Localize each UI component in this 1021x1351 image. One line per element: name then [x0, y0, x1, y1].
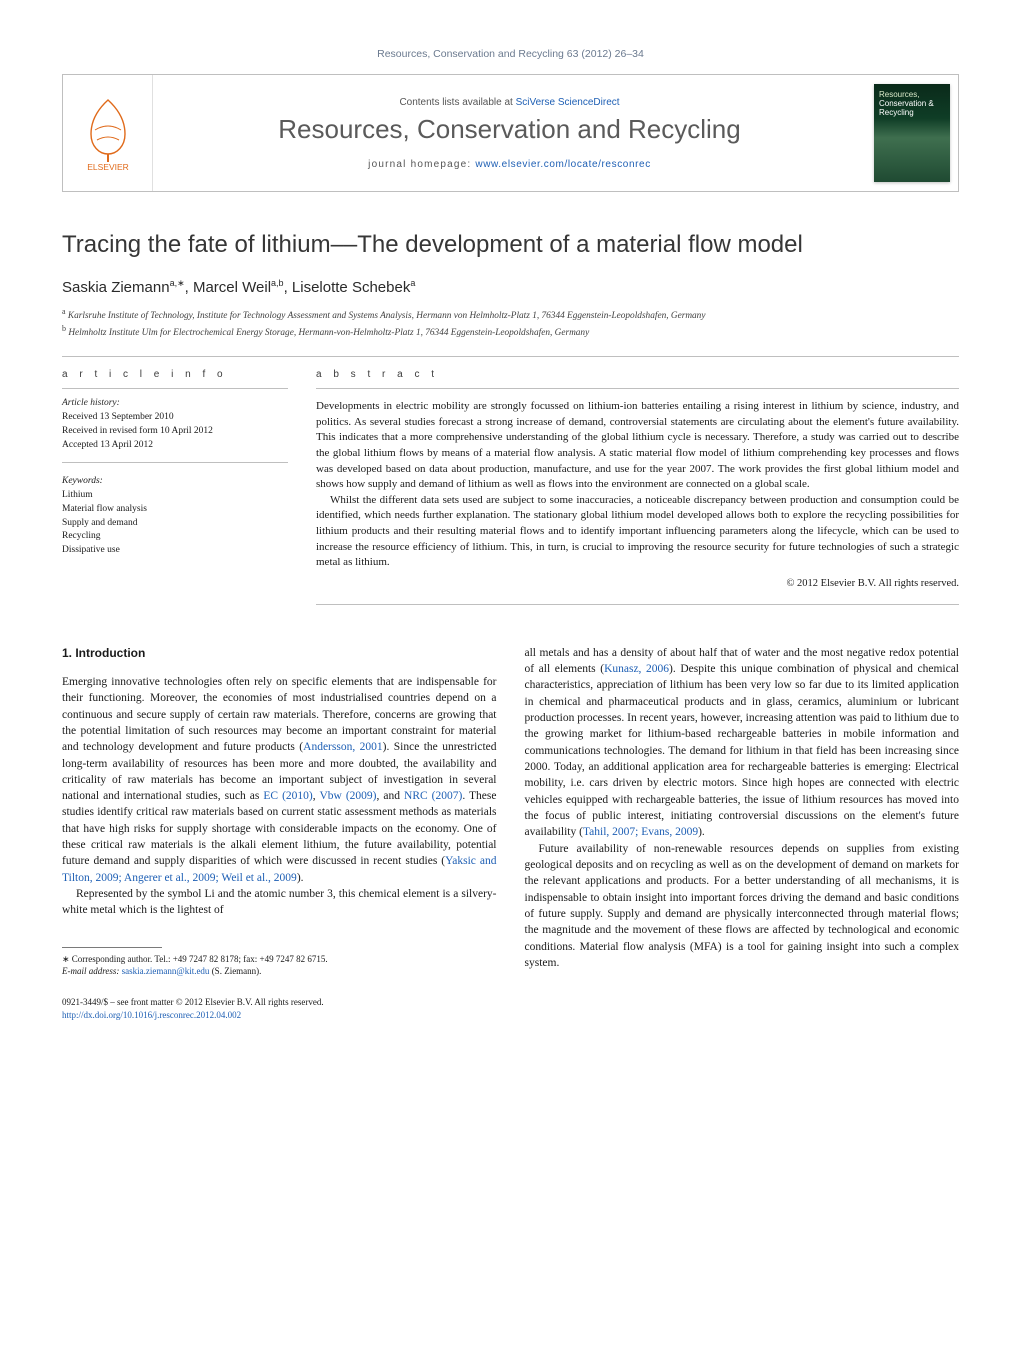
keyword: Recycling [62, 530, 288, 544]
keyword: Supply and demand [62, 517, 288, 531]
keyword: Dissipative use [62, 544, 288, 558]
ref-link[interactable]: NRC (2007) [404, 790, 462, 802]
affiliation-b-text: Helmholtz Institute Ulm for Electrochemi… [68, 328, 589, 338]
history-received: Received 13 September 2010 [62, 411, 288, 425]
article-info-column: a r t i c l e i n f o Article history: R… [62, 357, 288, 605]
author-3: Liselotte Schebek [292, 279, 410, 296]
abstract-copyright: © 2012 Elsevier B.V. All rights reserved… [316, 577, 959, 592]
running-head: Resources, Conservation and Recycling 63… [62, 48, 959, 60]
cover-line2: Conservation & [879, 99, 945, 108]
author-1-affil: a, [170, 278, 178, 288]
intro-p2: Represented by the symbol Li and the ato… [62, 886, 497, 919]
author-list: Saskia Ziemanna,∗, Marcel Weila,b, Lisel… [62, 278, 959, 296]
abstract-column: a b s t r a c t Developments in electric… [316, 357, 959, 605]
sciencedirect-link[interactable]: SciVerse ScienceDirect [516, 97, 620, 108]
history-label: Article history: [62, 397, 288, 411]
author-1-corr: ∗ [177, 278, 185, 288]
history-accepted: Accepted 13 April 2012 [62, 439, 288, 453]
abstract-p1: Developments in electric mobility are st… [316, 399, 959, 493]
intro-p1-cont: all metals and has a density of about ha… [525, 645, 960, 841]
article-history: Article history: Received 13 September 2… [62, 388, 288, 463]
email-link[interactable]: saskia.ziemann@kit.edu [122, 966, 210, 976]
ref-link[interactable]: Vbw (2009) [319, 790, 376, 802]
keywords-block: Keywords: Lithium Material flow analysis… [62, 475, 288, 558]
journal-homepage-line: journal homepage: www.elsevier.com/locat… [368, 159, 651, 170]
email-label: E-mail address: [62, 966, 122, 976]
corr-email-line: E-mail address: saskia.ziemann@kit.edu (… [62, 965, 497, 978]
ref-link[interactable]: Kunasz, 2006 [604, 663, 669, 675]
article-info-heading: a r t i c l e i n f o [62, 357, 288, 388]
keywords-label: Keywords: [62, 475, 288, 489]
corresponding-footnote: ∗ Corresponding author. Tel.: +49 7247 8… [62, 947, 497, 978]
publisher-logo-text: ELSEVIER [87, 162, 129, 172]
t: , and [376, 790, 404, 802]
intro-p3: Future availability of non-renewable res… [525, 841, 960, 972]
contents-available-line: Contents lists available at SciVerse Sci… [399, 97, 619, 108]
article-title: Tracing the fate of lithium––The develop… [62, 230, 959, 260]
publisher-logo: ELSEVIER [63, 75, 153, 191]
body-two-column: 1. Introduction Emerging innovative tech… [62, 645, 959, 978]
author-3-affil: a [410, 278, 415, 288]
email-tail: (S. Ziemann). [209, 966, 261, 976]
keyword: Material flow analysis [62, 503, 288, 517]
homepage-label: journal homepage: [368, 159, 475, 170]
ref-link[interactable]: EC (2010) [263, 790, 312, 802]
affiliations: a Karlsruhe Institute of Technology, Ins… [62, 306, 959, 340]
journal-title: Resources, Conservation and Recycling [278, 114, 740, 145]
journal-cover-thumb: Resources, Conservation & Recycling [866, 75, 958, 191]
ref-link[interactable]: Tahil, 2007; Evans, 2009 [583, 826, 698, 838]
avail-prefix: Contents lists available at [399, 97, 515, 108]
journal-homepage-link[interactable]: www.elsevier.com/locate/resconrec [475, 159, 650, 170]
footnote-rule [62, 947, 162, 948]
affiliation-a: a Karlsruhe Institute of Technology, Ins… [62, 306, 959, 323]
footer-metadata: 0921-3449/$ – see front matter © 2012 El… [62, 996, 959, 1021]
t: ). [698, 826, 705, 838]
abstract-text: Developments in electric mobility are st… [316, 388, 959, 605]
t: ). [297, 872, 304, 884]
elsevier-tree-icon: ELSEVIER [77, 94, 139, 172]
affiliation-a-text: Karlsruhe Institute of Technology, Insti… [68, 311, 706, 321]
cover-line1: Resources, [879, 90, 945, 99]
ref-link[interactable]: Andersson, 2001 [303, 741, 383, 753]
cover-thumb-image: Resources, Conservation & Recycling [874, 84, 950, 182]
keyword: Lithium [62, 489, 288, 503]
right-column: all metals and has a density of about ha… [525, 645, 960, 978]
doi-link[interactable]: http://dx.doi.org/10.1016/j.resconrec.20… [62, 1010, 241, 1020]
corr-author-line: ∗ Corresponding author. Tel.: +49 7247 8… [62, 953, 497, 966]
sep: , [284, 279, 292, 296]
abstract-p2: Whilst the different data sets used are … [316, 493, 959, 571]
author-1: Saskia Ziemann [62, 279, 170, 296]
section-heading-intro: 1. Introduction [62, 645, 497, 662]
masthead-center: Contents lists available at SciVerse Sci… [153, 75, 866, 191]
page-root: Resources, Conservation and Recycling 63… [0, 0, 1021, 1061]
affiliation-b: b Helmholtz Institute Ulm for Electroche… [62, 323, 959, 340]
abstract-heading: a b s t r a c t [316, 357, 959, 388]
history-revised: Received in revised form 10 April 2012 [62, 425, 288, 439]
author-2: Marcel Weil [193, 279, 271, 296]
left-column: 1. Introduction Emerging innovative tech… [62, 645, 497, 978]
front-matter-line: 0921-3449/$ – see front matter © 2012 El… [62, 996, 959, 1009]
journal-masthead: ELSEVIER Contents lists available at Sci… [62, 74, 959, 192]
t: ). Despite this unique combination of ph… [525, 663, 960, 838]
cover-line3: Recycling [879, 108, 945, 117]
author-2-affil: a,b [271, 278, 284, 288]
sep: , [185, 279, 193, 296]
info-abstract-row: a r t i c l e i n f o Article history: R… [62, 357, 959, 605]
intro-p1: Emerging innovative technologies often r… [62, 674, 497, 886]
